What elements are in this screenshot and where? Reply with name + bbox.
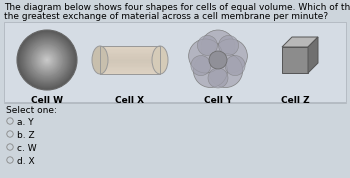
Circle shape — [209, 54, 243, 88]
Bar — [100, 54, 160, 56]
Circle shape — [209, 51, 227, 69]
Bar — [100, 46, 160, 74]
Text: a. Y: a. Y — [17, 118, 34, 127]
Text: Cell Z: Cell Z — [281, 96, 309, 105]
Circle shape — [7, 131, 13, 137]
Circle shape — [193, 54, 228, 88]
Circle shape — [26, 39, 68, 81]
Circle shape — [32, 45, 62, 75]
Circle shape — [214, 39, 247, 73]
Ellipse shape — [92, 46, 108, 74]
Circle shape — [34, 47, 60, 73]
Bar — [100, 56, 160, 57]
Circle shape — [38, 51, 56, 69]
Bar — [100, 46, 160, 74]
Circle shape — [45, 58, 49, 62]
Circle shape — [7, 118, 13, 124]
Circle shape — [17, 30, 77, 90]
Circle shape — [40, 53, 54, 67]
Bar — [100, 64, 160, 66]
Circle shape — [43, 56, 51, 64]
Circle shape — [42, 55, 52, 65]
Bar — [100, 67, 160, 68]
Bar — [100, 49, 160, 50]
Circle shape — [30, 43, 64, 77]
Circle shape — [36, 49, 58, 71]
Circle shape — [22, 35, 72, 85]
Circle shape — [18, 31, 76, 89]
Bar — [100, 73, 160, 74]
Circle shape — [35, 48, 59, 72]
Circle shape — [29, 42, 65, 78]
Circle shape — [7, 157, 13, 163]
Bar — [100, 70, 160, 71]
Bar — [100, 60, 160, 61]
Bar — [100, 66, 160, 67]
Text: Cell X: Cell X — [116, 96, 145, 105]
Circle shape — [191, 56, 211, 76]
Circle shape — [27, 40, 67, 80]
Text: Cell Y: Cell Y — [204, 96, 232, 105]
Text: the greatest exchange of material across a cell membrane per minute?: the greatest exchange of material across… — [4, 12, 328, 21]
Circle shape — [24, 37, 70, 83]
Circle shape — [23, 36, 71, 84]
Circle shape — [19, 32, 75, 88]
Bar — [100, 68, 160, 70]
Circle shape — [28, 41, 66, 79]
Circle shape — [7, 144, 13, 150]
Text: c. W: c. W — [17, 144, 37, 153]
Circle shape — [20, 33, 74, 87]
Bar — [100, 59, 160, 60]
Bar — [100, 71, 160, 73]
Circle shape — [197, 35, 217, 55]
Circle shape — [208, 68, 228, 88]
Bar — [100, 52, 160, 53]
Bar — [100, 63, 160, 64]
Circle shape — [31, 44, 63, 76]
Circle shape — [201, 30, 235, 64]
Circle shape — [39, 52, 55, 68]
Circle shape — [189, 39, 223, 73]
Bar — [100, 50, 160, 52]
Circle shape — [37, 50, 57, 70]
Bar — [282, 47, 308, 73]
Circle shape — [225, 56, 245, 76]
Text: d. X: d. X — [17, 157, 35, 166]
Ellipse shape — [152, 46, 168, 74]
Polygon shape — [282, 37, 318, 47]
Circle shape — [219, 35, 239, 55]
Circle shape — [21, 34, 73, 86]
Circle shape — [44, 57, 50, 63]
Circle shape — [41, 54, 53, 66]
Bar — [4, 22, 346, 102]
Bar — [100, 53, 160, 54]
Text: Select one:: Select one: — [6, 106, 57, 115]
Polygon shape — [308, 37, 318, 73]
Text: Cell W: Cell W — [31, 96, 63, 105]
Circle shape — [33, 46, 61, 74]
Bar — [100, 47, 160, 49]
Text: The diagram below shows four shapes for cells of equal volume. Which of the cell: The diagram below shows four shapes for … — [4, 3, 350, 12]
Text: b. Z: b. Z — [17, 131, 35, 140]
Bar — [100, 57, 160, 59]
Bar — [100, 61, 160, 63]
Circle shape — [25, 38, 69, 82]
Bar — [100, 46, 160, 47]
Circle shape — [46, 59, 48, 61]
